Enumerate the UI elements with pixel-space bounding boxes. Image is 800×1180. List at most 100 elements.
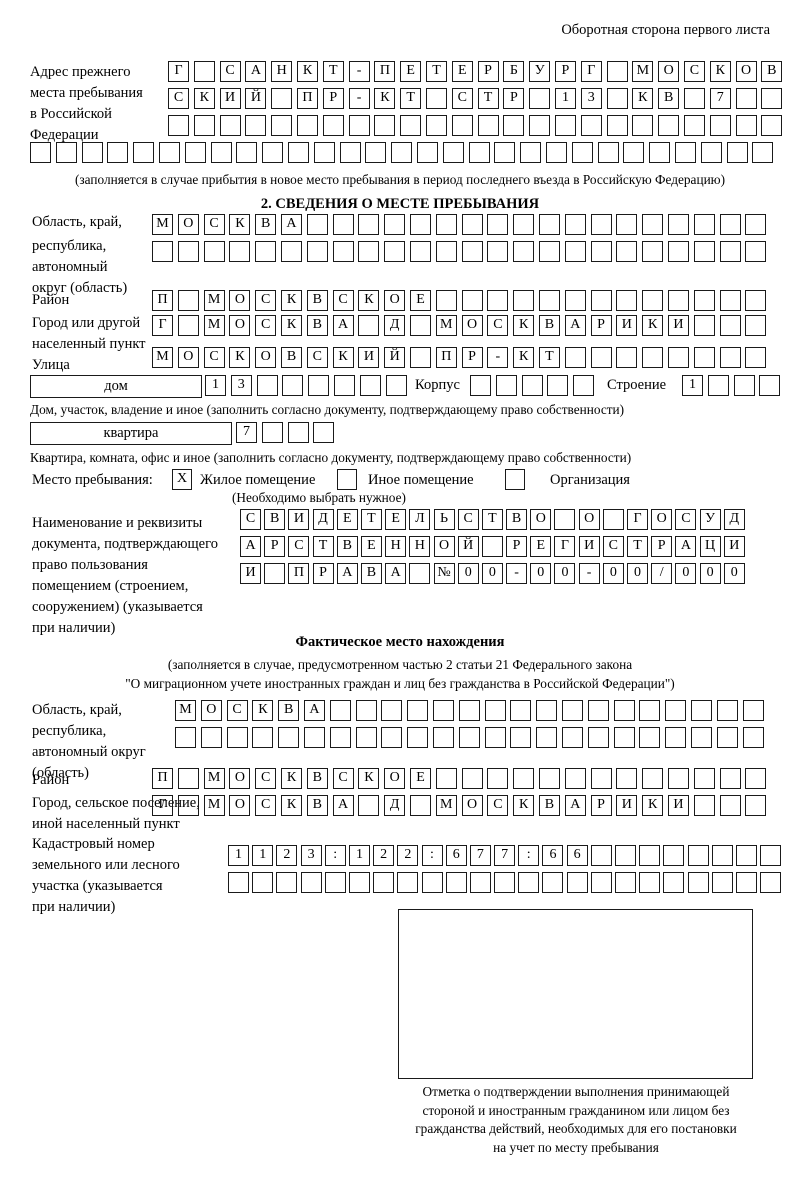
cadastral-r1-cell-4[interactable]: 3 (300, 845, 322, 866)
korpus-row[interactable] (470, 375, 595, 396)
stay-type-checkbox-organization[interactable] (505, 469, 525, 490)
actual-district-cell-21[interactable] (667, 768, 689, 789)
document-r1-cell-11[interactable]: Т (481, 509, 503, 530)
document-r3-cell-15[interactable]: - (578, 563, 600, 584)
prev-address-r3-cell-3[interactable] (219, 115, 241, 136)
region-r2-cell-13[interactable] (461, 241, 483, 262)
cadastral-r2-cell-16[interactable] (590, 872, 612, 893)
cadastral-r2-cell-11[interactable] (469, 872, 491, 893)
street-cell-2[interactable]: О (177, 347, 199, 368)
region-r2-cell-22[interactable] (693, 241, 715, 262)
document-r3-cell-2[interactable] (264, 563, 286, 584)
district-cell-3[interactable]: М (203, 290, 225, 311)
prev-address-r4-cell-3[interactable] (81, 142, 103, 163)
region-r2-cell-14[interactable] (487, 241, 509, 262)
document-r1-cell-17[interactable]: Г (627, 509, 648, 530)
street-cell-8[interactable]: К (332, 347, 354, 368)
prev-address-r4-cell-22[interactable] (571, 142, 593, 163)
region-r2-cell-19[interactable] (616, 241, 638, 262)
actual-region-row-2[interactable] (175, 727, 764, 748)
prev-address-r1-cell-20[interactable]: О (658, 61, 680, 82)
district-cell-17[interactable] (564, 290, 586, 311)
district-cell-11[interactable]: Е (409, 290, 431, 311)
cadastral-r1-cell-6[interactable]: 1 (348, 845, 370, 866)
cadastral-r1-cell-5[interactable]: : (324, 845, 346, 866)
region-r2-cell-18[interactable] (590, 241, 612, 262)
prev-address-r4-cell-11[interactable] (287, 142, 309, 163)
actual-settlement-cell-21[interactable]: И (667, 795, 689, 816)
region-r1-cell-21[interactable] (667, 214, 689, 235)
actual-region-r2-cell-17[interactable] (587, 727, 609, 748)
cadastral-r2-cell-7[interactable] (373, 872, 395, 893)
document-r3-cell-1[interactable]: И (240, 563, 261, 584)
document-r2-cell-13[interactable]: Е (530, 536, 552, 557)
cadastral-r1-cell-8[interactable]: 2 (397, 845, 419, 866)
cadastral-r1-cell-20[interactable] (687, 845, 709, 866)
cadastral-r1-cell-7[interactable]: 2 (373, 845, 395, 866)
actual-district-cell-22[interactable] (693, 768, 715, 789)
flat-cell-3[interactable] (287, 422, 309, 443)
prev-address-r1-cell-17[interactable]: Г (580, 61, 602, 82)
prev-address-r1-cell-15[interactable]: У (529, 61, 551, 82)
region-r2-cell-3[interactable] (203, 241, 225, 262)
prev-address-r2-cell-4[interactable]: Й (245, 88, 267, 109)
region-r2-cell-4[interactable] (229, 241, 251, 262)
prev-address-r4-cell-13[interactable] (339, 142, 361, 163)
region-r1-cell-4[interactable]: К (229, 214, 251, 235)
street-cell-20[interactable] (642, 347, 664, 368)
prev-address-r2-cell-6[interactable]: П (296, 88, 318, 109)
document-r3-cell-21[interactable]: 0 (723, 563, 745, 584)
document-r3-cell-16[interactable]: 0 (602, 563, 624, 584)
region-r2-cell-17[interactable] (564, 241, 586, 262)
street-cell-19[interactable] (616, 347, 638, 368)
prev-address-r1-cell-3[interactable]: С (219, 61, 241, 82)
city-cell-5[interactable]: С (255, 315, 277, 336)
city-cell-14[interactable]: С (487, 315, 509, 336)
actual-region-r2-cell-16[interactable] (561, 727, 583, 748)
actual-region-r1-cell-3[interactable]: С (226, 700, 248, 721)
actual-settlement-cell-9[interactable] (358, 795, 380, 816)
actual-region-r1-cell-8[interactable] (355, 700, 377, 721)
region-r1-cell-13[interactable] (461, 214, 483, 235)
cadastral-r1-cell-13[interactable]: : (518, 845, 540, 866)
region-r2-cell-2[interactable] (177, 241, 199, 262)
cadastral-r1-cell-11[interactable]: 7 (469, 845, 491, 866)
region-r1-cell-7[interactable] (306, 214, 328, 235)
prev-address-r1-cell-12[interactable]: Е (451, 61, 473, 82)
prev-address-r4-cell-23[interactable] (597, 142, 619, 163)
actual-region-r2-cell-6[interactable] (303, 727, 325, 748)
document-r2-cell-5[interactable]: В (336, 536, 358, 557)
cadastral-r1-cell-18[interactable] (639, 845, 661, 866)
actual-region-r1-cell-22[interactable] (716, 700, 738, 721)
prev-address-r2-cell-19[interactable]: К (632, 88, 654, 109)
house-cell-3[interactable] (256, 375, 278, 396)
actual-region-r2-cell-1[interactable] (175, 727, 196, 748)
prev-address-r2-cell-7[interactable]: Р (322, 88, 344, 109)
district-cell-13[interactable] (461, 290, 483, 311)
document-r1-cell-21[interactable]: Д (723, 509, 745, 530)
prev-address-r1-cell-19[interactable]: М (632, 61, 654, 82)
cadastral-r2-cell-21[interactable] (711, 872, 733, 893)
actual-region-r1-cell-18[interactable] (613, 700, 635, 721)
actual-district-cell-19[interactable] (616, 768, 638, 789)
region-r2-cell-23[interactable] (719, 241, 741, 262)
district-cell-15[interactable] (513, 290, 535, 311)
cadastral-r1-cell-15[interactable]: 6 (566, 845, 588, 866)
actual-region-r2-cell-23[interactable] (742, 727, 764, 748)
region-r2-cell-10[interactable] (384, 241, 406, 262)
document-r2-cell-9[interactable]: О (433, 536, 455, 557)
cadastral-r2-cell-8[interactable] (397, 872, 419, 893)
actual-region-r2-cell-7[interactable] (329, 727, 351, 748)
cadastral-r1-cell-14[interactable]: 6 (542, 845, 564, 866)
region-r2-cell-8[interactable] (332, 241, 354, 262)
korpus-cell-5[interactable] (573, 375, 595, 396)
prev-address-r3-cell-13[interactable] (477, 115, 499, 136)
region-r1-cell-14[interactable] (487, 214, 509, 235)
prev-address-r4-cell-1[interactable] (30, 142, 51, 163)
document-r1-cell-2[interactable]: В (264, 509, 286, 530)
region-row-2[interactable] (152, 241, 767, 262)
